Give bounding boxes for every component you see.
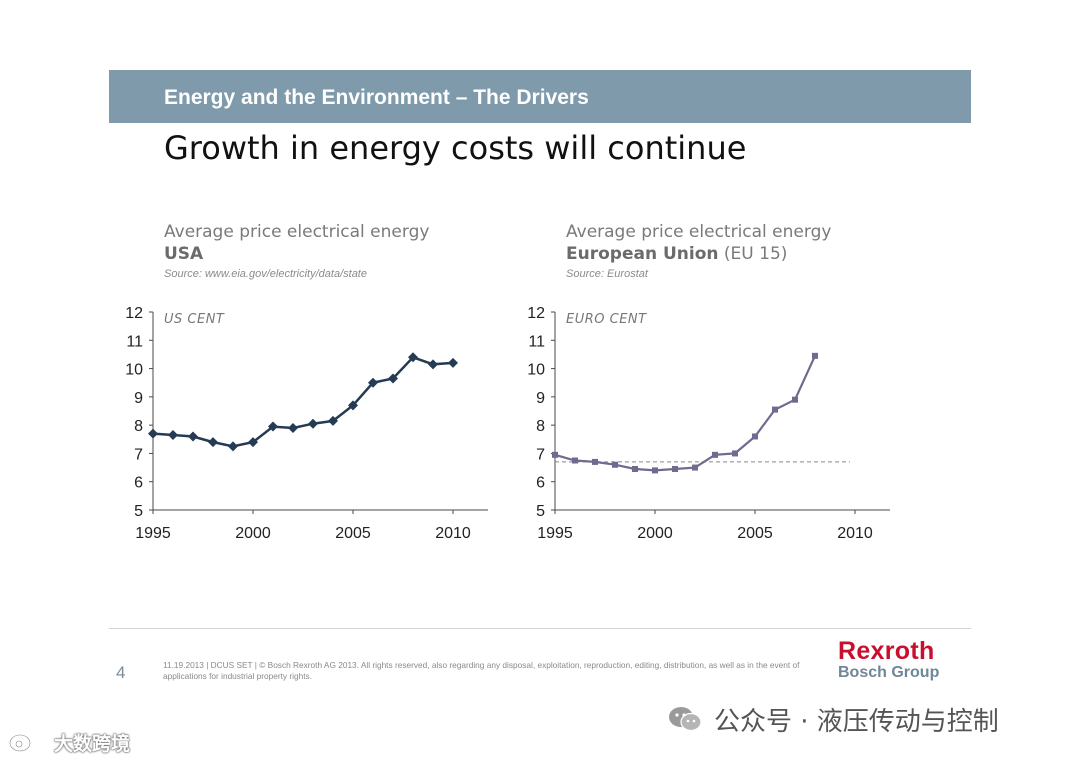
chart-eu-subtitle-suffix: (EU 15) [723,244,788,264]
chart-eu-point [592,458,598,465]
chart-eu-y-tick-label: 5 [536,503,545,520]
header-banner: Energy and the Environment – The Drivers [109,70,971,123]
chart-eu-point [672,465,678,472]
chart-eu-x-tick-label: 2010 [837,525,873,542]
chart-usa-point [148,428,158,439]
chart-usa-point [388,373,398,384]
chart-eu-point [552,451,558,458]
footer-legal-text: 11.19.2013 | DCUS SET | © Bosch Rexroth … [163,660,800,681]
chart-usa-point [208,437,218,448]
chart-usa-y-tick-label: 8 [134,418,143,435]
chart-usa-y-tick-label: 12 [125,305,143,322]
chart-eu-point [792,396,798,403]
chart-usa-series-line [152,355,454,448]
chart-usa-point [168,430,178,441]
chart-usa-point [408,352,418,363]
chart-usa-point [188,431,198,442]
chart-eu-point [652,467,658,474]
chart-usa-y-tick-label: 5 [134,503,143,520]
chart-usa-x-tick-label: 2005 [335,525,371,542]
chart-usa-point [228,441,238,452]
chart-usa-point [328,415,338,426]
watermark-wechat-text: 公众号 · 液压传动与控制 [714,706,999,737]
chart-usa-x-tick-label: 1995 [135,525,171,542]
chart-eu-y-tick-label: 12 [527,305,545,322]
chart-eu-header: Average price electrical energy European… [566,221,831,280]
chart-eu-point [752,433,758,440]
chart-usa-title: Average price electrical energy [164,222,430,242]
chart-eu-y-tick-label: 10 [527,362,545,379]
chart-usa-subtitle: USA [164,244,204,264]
chart-usa-y-tick-label: 11 [126,333,143,350]
chart-eu-x-tick-label: 1995 [537,525,573,542]
chart-eu: 5 6 7 8 9 10 11 12 1995 2000 2005 2010 EURO CENT [527,305,890,542]
chart-usa-point [308,418,318,429]
chart-eu-point [612,461,618,468]
chart-usa-unit-label: US CENT [164,312,225,327]
chart-usa-y-tick-label: 6 [134,475,143,492]
chart-eu-source: Source: Eurostat [566,268,648,280]
chart-eu-x-tick-label: 2000 [637,525,673,542]
chart-eu-y-tick-label: 11 [528,333,545,350]
slide-title: Growth in energy costs will continue [164,129,747,167]
chart-usa-x-tick-label: 2010 [435,525,471,542]
chart-usa-point [248,437,258,448]
chart-eu-subtitle: European Union [566,244,719,264]
chart-usa-point [368,377,378,388]
chart-eu-point [812,352,818,359]
chart-usa-header: Average price electrical energy USA Sour… [164,221,429,280]
watermark-wechat: 公众号 · 液压传动与控制 [668,703,999,737]
chart-usa: 5 6 7 8 9 10 11 12 1995 2000 2005 2010 US CENT [125,305,488,542]
chart-usa-source: Source: www.eia.gov/electricity/data/sta… [164,268,367,280]
page-number: 4 [116,663,126,682]
chart-usa-y-tick-label: 7 [134,446,143,463]
chart-eu-y-tick-label: 7 [536,446,545,463]
bosch-group-logo: Bosch Group [838,664,940,681]
chart-usa-x-tick-label: 2000 [235,525,271,542]
chart-usa-point [448,357,458,368]
chart-eu-point [732,450,738,457]
chart-usa-y-tick-label: 9 [134,390,143,407]
chart-eu-point [712,451,718,458]
chart-eu-point [572,457,578,464]
chart-usa-point [268,421,278,432]
chart-eu-y-tick-label: 8 [536,418,545,435]
rexroth-logo: Rexroth [838,637,935,665]
banner-title: Energy and the Environment – The Drivers [164,86,589,109]
watermark-weibo-text: 大数跨境 [54,732,131,755]
chart-usa-point [428,359,438,370]
weibo-icon [8,732,46,753]
chart-eu-x-tick-label: 2005 [737,525,773,542]
chart-eu-point [692,464,698,471]
chart-usa-point [288,422,298,433]
chart-usa-point [348,400,358,411]
footer-divider [109,628,971,629]
chart-eu-title: Average price electrical energy [566,222,832,242]
chart-usa-y-tick-label: 10 [125,362,143,379]
chart-eu-y-tick-label: 6 [536,475,545,492]
chart-eu-y-tick-label: 9 [536,390,545,407]
chart-eu-point [772,406,778,413]
chart-eu-series-line [554,355,817,472]
chart-eu-point [632,465,638,472]
watermark-weibo: 大数跨境 [8,728,130,756]
wechat-icon [669,707,702,732]
chart-eu-unit-label: EURO CENT [566,312,647,327]
